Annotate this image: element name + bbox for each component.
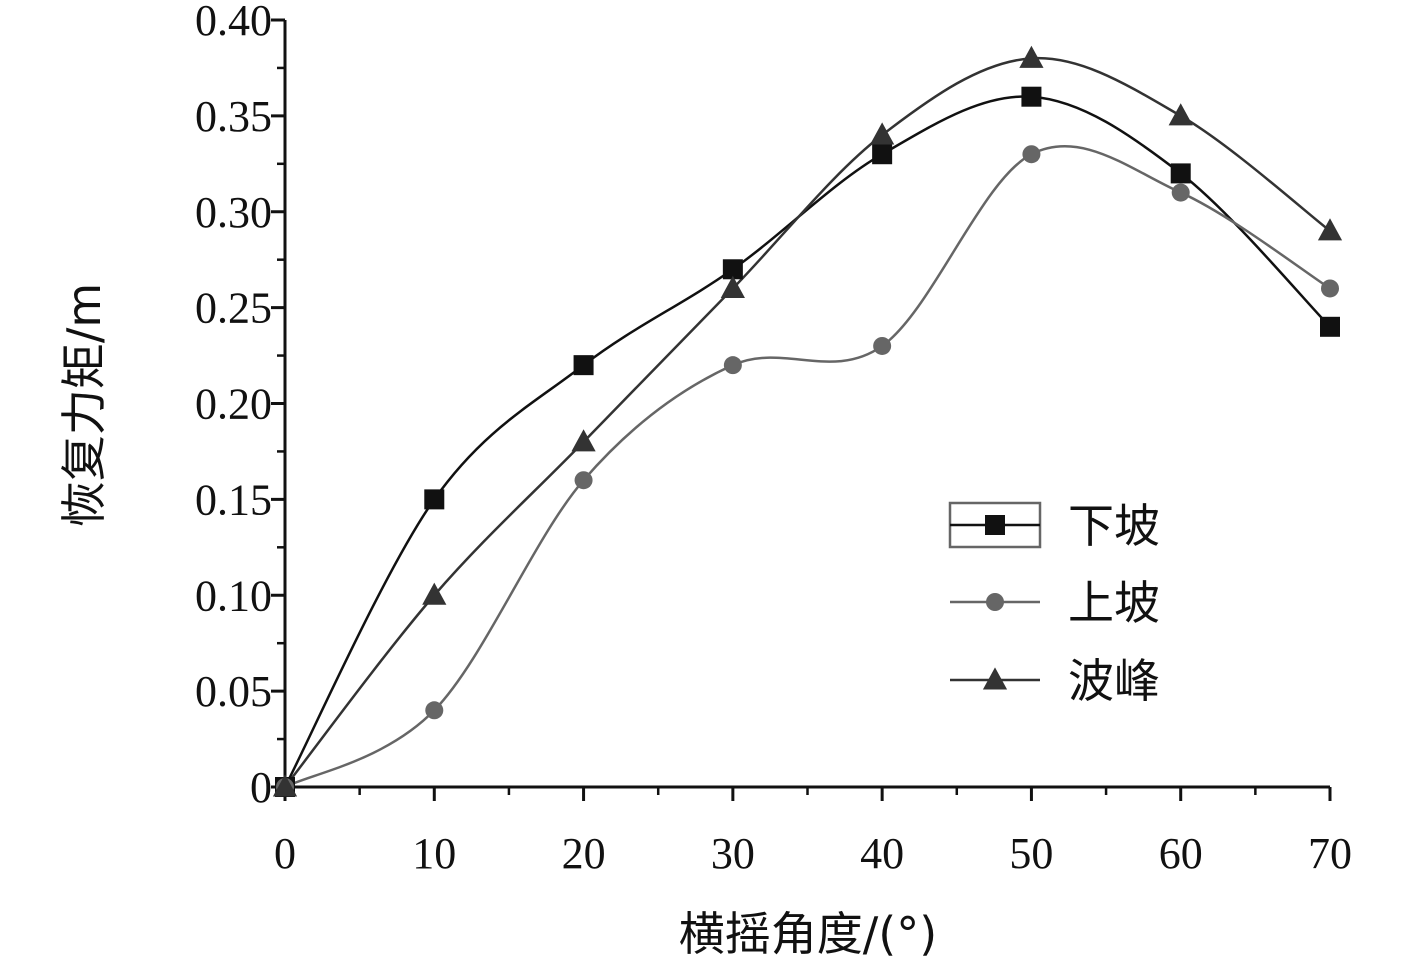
series-0-point <box>1170 163 1191 184</box>
x-tick-label: 70 <box>1308 829 1352 878</box>
series-0-point <box>722 259 743 280</box>
series-0-point <box>424 489 445 510</box>
series-2-point <box>272 774 298 797</box>
x-tick-label: 10 <box>412 829 456 878</box>
legend-marker-1 <box>986 593 1004 611</box>
series-0-point <box>1320 316 1340 337</box>
series-0-point <box>1021 86 1042 107</box>
legend-label-0: 下坡 <box>1068 499 1160 553</box>
series-1-point <box>425 701 444 720</box>
series-1-point <box>1022 145 1041 164</box>
series-2-point <box>422 582 447 605</box>
y-tick-label: 0 <box>250 763 272 812</box>
x-tick-label: 40 <box>860 829 904 878</box>
series-1-point <box>873 336 892 355</box>
x-tick-label: 20 <box>562 829 606 878</box>
x-axis-title: 横摇角度/(°) <box>679 907 937 961</box>
legend-label-2: 波峰 <box>1068 654 1160 708</box>
series-markers <box>272 45 1343 797</box>
x-tick-label: 50 <box>1009 829 1053 878</box>
series-2-point <box>870 122 895 145</box>
series-2-point <box>571 429 596 452</box>
axes <box>283 20 1330 789</box>
legend-marker-2 <box>982 667 1008 690</box>
x-tick-label: 0 <box>274 829 296 878</box>
series-0-point <box>573 355 594 376</box>
series-2-point <box>1019 45 1044 68</box>
y-tick-label: 0.10 <box>195 571 272 620</box>
y-tick-label: 0.05 <box>195 667 272 716</box>
y-tick-label: 0.35 <box>195 92 272 141</box>
series-1-point <box>574 471 593 490</box>
y-axis-title: 恢复力矩/m <box>57 283 111 527</box>
series-2-point <box>720 275 745 298</box>
y-tick-label: 0.20 <box>195 380 272 429</box>
y-tick-label: 0.30 <box>195 188 272 237</box>
series-line-0 <box>283 95 1331 788</box>
x-tick-label: 60 <box>1159 829 1203 878</box>
y-tick-label: 0.15 <box>195 475 272 524</box>
legend-marker-0 <box>985 515 1005 535</box>
series-1-point <box>1171 183 1190 202</box>
series-line-1 <box>284 144 1331 789</box>
series-1-point <box>723 356 742 375</box>
y-tick-label: 0.40 <box>195 0 272 45</box>
series-1-point <box>1321 279 1339 298</box>
y-tick-label: 0.25 <box>195 284 272 333</box>
series-2-point <box>1317 218 1343 241</box>
ticks: 0 10 20 30 40 50 60 70 0 0.05 0.10 0.15 0.20 0.25 0.30… <box>195 0 1352 878</box>
x-tick-label: 30 <box>711 829 755 878</box>
legend-label-1: 上坡 <box>1068 576 1160 630</box>
series-2-point <box>1168 103 1193 126</box>
series-0-point <box>872 144 893 165</box>
